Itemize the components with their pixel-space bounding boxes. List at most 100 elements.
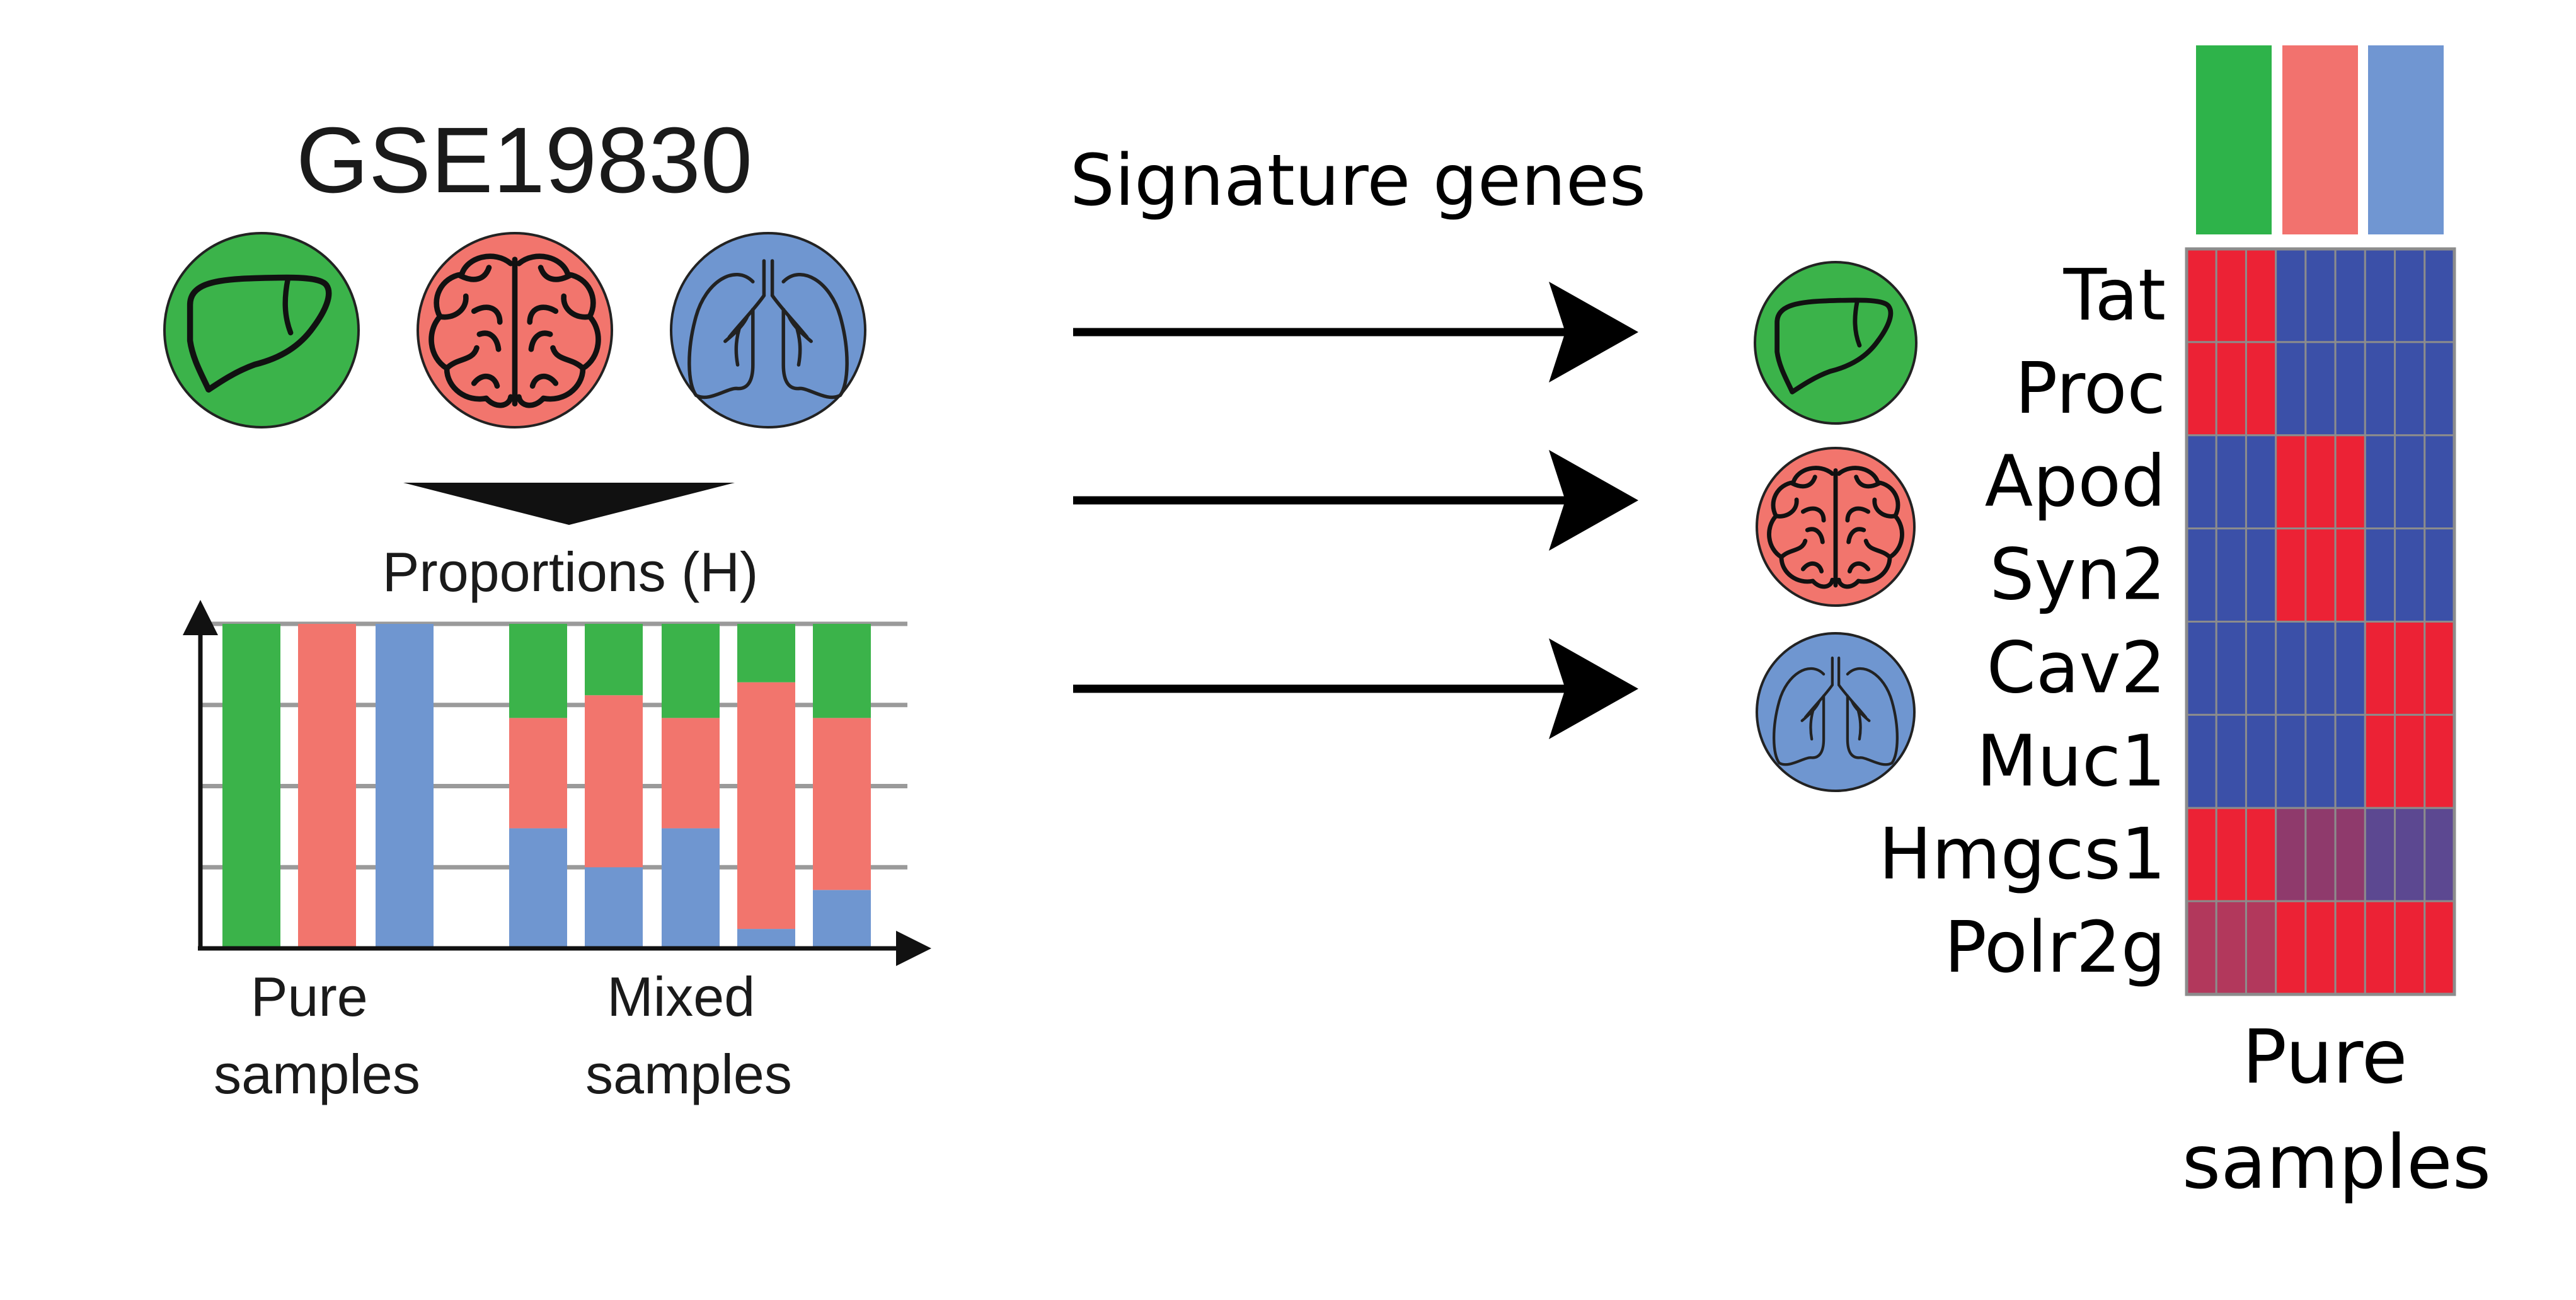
proportions-title: Proportions (H) [382,541,759,603]
heatmap-cell [2245,807,2277,902]
heatmap-cell [2275,900,2307,996]
heatmap-cell [2185,713,2217,809]
heatmap-cell [2424,527,2456,623]
heatmap-cell [2185,900,2217,996]
heatmap-cell [2394,341,2426,437]
heatmap-cell [2304,527,2337,623]
heatmap-cell [2364,807,2396,902]
heatmap-cell [2304,248,2337,343]
mixed-samples-label-line1: Mixed [607,965,755,1028]
heatmap-cell [2245,527,2277,623]
mixed-sample-bar-5-brain-segment [813,718,871,890]
heatmap-border [2185,247,2456,996]
heatmap-cells [2185,247,2456,996]
heatmap-cell [2215,713,2247,809]
heatmap-cell [2364,248,2396,343]
heatmap-cell [2185,248,2217,343]
mixed-sample-bar-4-lung-segment [737,929,795,948]
down-arrow-triangle [403,483,735,525]
mixed-sample-bar-4-liver-segment [737,624,795,682]
mixed-sample-bar-2-lung-segment [585,867,643,948]
heatmap-cell [2334,341,2366,437]
heatmap-cell [2275,807,2307,902]
lung-tissue-circle [670,232,866,429]
heatmap-cell [2245,621,2277,716]
brain-small-circle [1756,447,1916,607]
brain-tissue-circle [417,232,613,429]
lung-small-circle [1756,632,1916,792]
gene-label-hmgcs1: Hmgcs1 [1878,814,2166,895]
heatmap-cell [2364,527,2396,623]
column-group-bar-lung [2368,45,2444,234]
heatmap-cell [2245,713,2277,809]
heatmap-cell [2275,248,2307,343]
proportions-chart: Pure samples Mixed samples [183,600,931,1105]
heatmap-footer-label: Pure samples [2182,1013,2492,1205]
heatmap-cell [2424,713,2456,809]
gene-label-cav2: Cav2 [1987,627,2166,709]
heatmap-cell [2215,527,2247,623]
chart-axes [183,600,931,966]
mixed-sample-bar-3-brain-segment [662,718,720,829]
heatmap-cell [2334,248,2366,343]
heatmap-footer-line2: samples [2182,1119,2492,1205]
chart-bars [222,624,871,948]
mixed-sample-bar-3-liver-segment [662,624,720,718]
heatmap-cell [2304,621,2337,716]
mixed-samples-label-line2: samples [585,1043,792,1105]
pure-sample-bar-1-liver-segment [222,624,280,948]
heatmap-cell [2334,900,2366,996]
heatmap-cell [2394,527,2426,623]
pure-sample-bar-3-lung-segment [376,624,434,948]
heatmap-cell [2364,434,2396,530]
heatmap-cell [2215,434,2247,530]
pure-sample-bar-2-brain-segment [298,624,356,948]
heatmap-cell [2275,434,2307,530]
heatmap-cell [2245,248,2277,343]
heatmap-cell [2394,434,2426,530]
mixed-sample-bar-1-lung-segment [509,828,567,948]
mixed-sample-bar-1-brain-segment [509,718,567,829]
heatmap-cell [2185,434,2217,530]
mixed-sample-bar-2-brain-segment [585,695,643,868]
heatmap-cell [2394,900,2426,996]
heatmap-cell [2304,434,2337,530]
heatmap-cell [2304,807,2337,902]
signature-arrows [1073,282,1638,739]
heatmap-cell [2424,807,2456,902]
heatmap-cell [2364,900,2396,996]
liver-circle [163,232,360,429]
heatmap-cell [2364,341,2396,437]
heatmap-cell [2275,713,2307,809]
heatmap-cell [2334,713,2366,809]
heatmap-cell [2394,248,2426,343]
heatmap-cell [2424,248,2456,343]
mixed-sample-bar-4-brain-segment [737,682,795,929]
x-axis-arrowhead [896,931,931,966]
pure-samples-label-line2: samples [214,1043,420,1105]
column-group-bar-brain [2282,45,2358,234]
pure-samples-label-line1: Pure [251,965,368,1028]
pure-samples-label: Pure samples [214,965,420,1105]
gene-label-polr2g: Polr2g [1944,907,2166,989]
heatmap-cell [2215,621,2247,716]
heatmap-cell [2215,341,2247,437]
liver-small-circle [1754,261,1918,425]
heatmap-footer-line1: Pure [2242,1013,2407,1100]
heatmap-cell [2304,900,2337,996]
heatmap-cell [2185,621,2217,716]
liver-signature-arrow [1073,282,1638,383]
heatmap-cell [2334,434,2366,530]
heatmap-cell [2185,341,2217,437]
heatmap-cell [2275,621,2307,716]
mixed-sample-bar-3-lung-segment [662,828,720,948]
gene-label-syn2: Syn2 [1989,534,2166,616]
y-axis-arrowhead [183,600,218,635]
heatmap-cell [2394,807,2426,902]
liver-tissue-circle [163,232,360,429]
heatmap-cell [2215,900,2247,996]
mixed-samples-label: Mixed samples [585,965,792,1105]
tissue-icons-top [163,232,866,429]
gene-label-proc: Proc [2015,348,2166,430]
heatmap-cell [2304,713,2337,809]
